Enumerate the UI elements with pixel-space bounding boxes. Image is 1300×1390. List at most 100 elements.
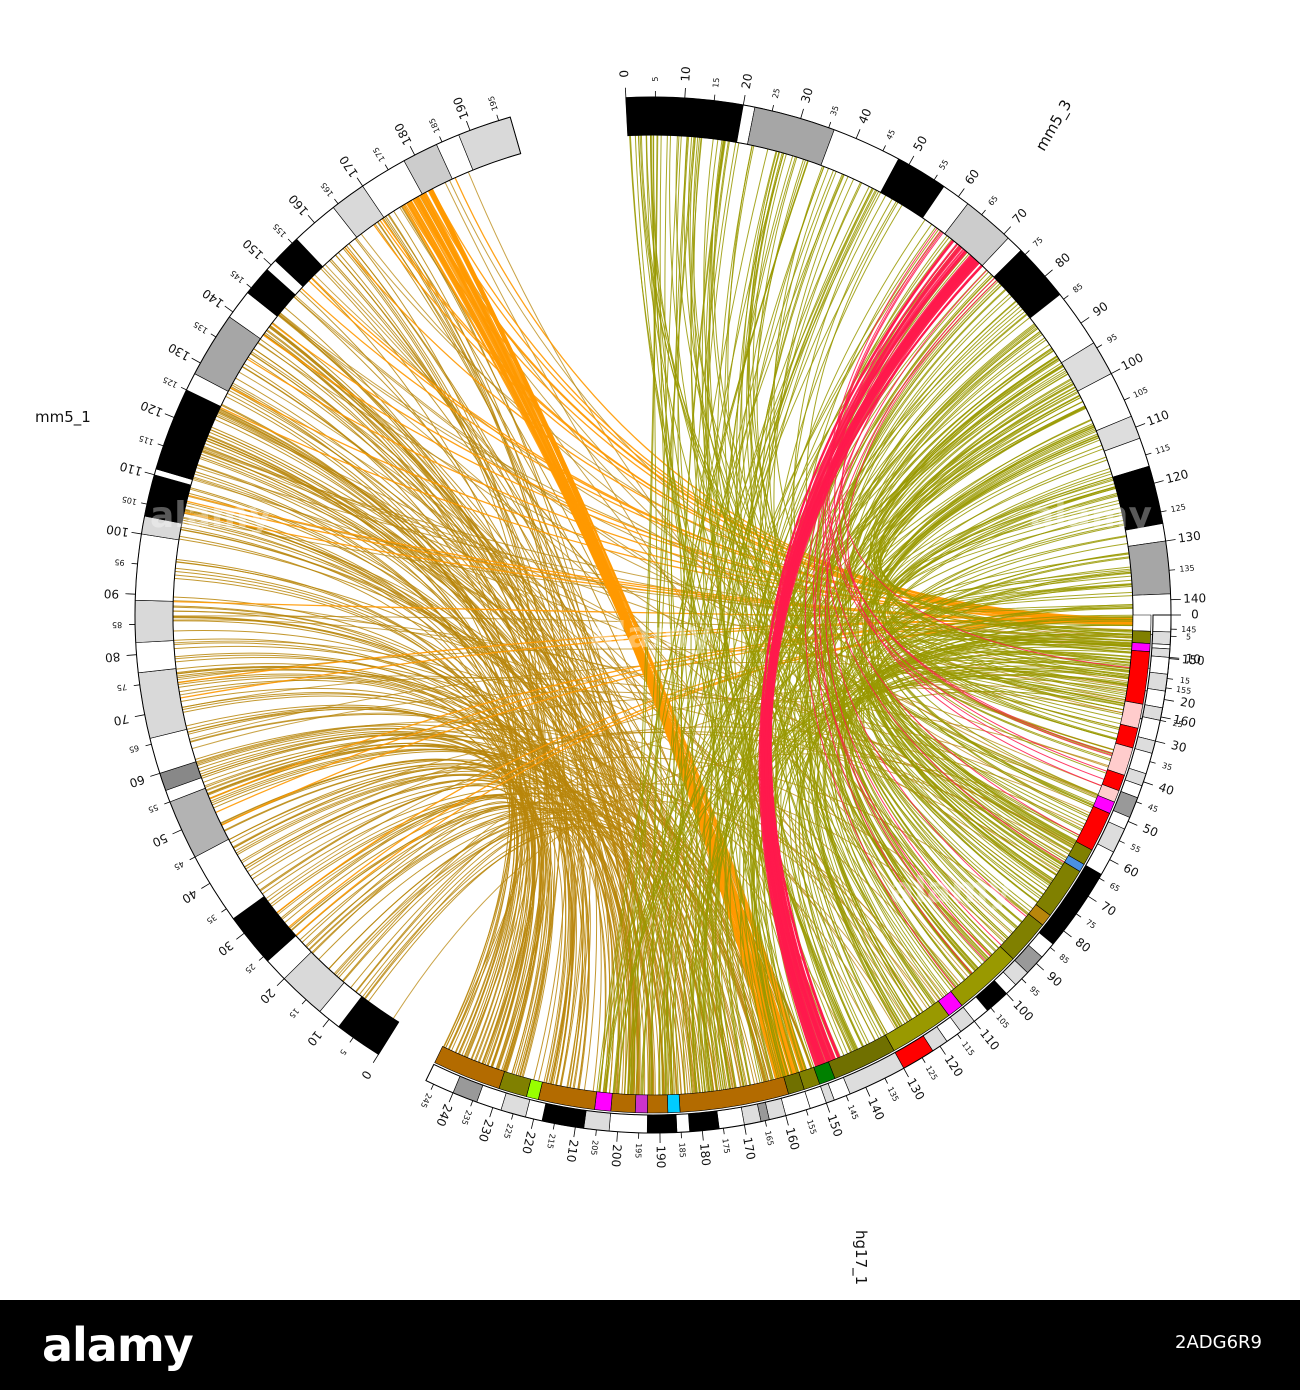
synteny-link	[819, 269, 988, 962]
tick-label: 65	[1108, 881, 1121, 894]
tick-line	[201, 882, 211, 889]
tick-line	[409, 146, 416, 156]
brand-logo: alamy	[42, 1318, 194, 1372]
tick-label: 10	[1185, 651, 1201, 666]
synteny-link	[649, 135, 822, 1065]
synteny-link	[182, 517, 513, 1051]
tick-label: 80	[1052, 250, 1073, 271]
tick-label: 55	[1129, 842, 1142, 855]
tick-line	[1155, 740, 1166, 744]
synteny-link	[342, 812, 530, 1049]
tick-line	[882, 145, 886, 151]
synteny-link	[376, 221, 769, 1082]
synteny-link	[750, 159, 935, 1005]
synteny-link	[883, 476, 1117, 741]
synteny-block	[1132, 614, 1152, 632]
tick-label: 50	[1141, 821, 1161, 840]
tick-line	[974, 1021, 981, 1030]
tick-line	[800, 108, 804, 119]
cytoband	[688, 1110, 720, 1133]
tick-label: 90	[104, 586, 120, 601]
tick-label: 195	[634, 1143, 643, 1159]
synteny-link	[284, 801, 631, 1095]
tick-line	[439, 136, 443, 143]
tick-label: 75	[1031, 235, 1045, 249]
tick-line	[1169, 657, 1180, 659]
synteny-link	[747, 237, 950, 1075]
tick-label: 35	[205, 912, 218, 925]
tick-label: 100	[105, 522, 130, 539]
synteny-link	[831, 430, 1097, 990]
synteny-link	[824, 231, 1080, 836]
synteny-link	[881, 659, 1130, 804]
synteny-link	[174, 574, 519, 1057]
tick-line	[573, 1127, 576, 1138]
tick-line	[958, 188, 965, 197]
tick-label: 20	[257, 986, 278, 1007]
synteny-block	[634, 1094, 648, 1114]
synteny-link	[664, 135, 723, 1091]
tick-line	[1024, 250, 1030, 255]
synteny-link	[281, 796, 545, 1070]
synteny-link	[196, 464, 590, 1090]
synteny-links	[173, 134, 1134, 1096]
tick-line	[1111, 368, 1121, 374]
tick-line	[1135, 423, 1146, 428]
synteny-link	[870, 523, 1125, 870]
tick-line	[1160, 510, 1167, 513]
synteny-link	[725, 239, 953, 1086]
tick-line	[131, 562, 138, 565]
synteny-link	[598, 394, 1080, 1092]
tick-line	[1124, 397, 1130, 401]
synteny-link	[749, 219, 926, 1071]
tick-label: 145	[1181, 625, 1197, 634]
tick-label: 180	[697, 1142, 713, 1166]
tick-line	[764, 1120, 767, 1127]
tick-label: 40	[856, 106, 875, 126]
cytoband	[155, 389, 222, 481]
synteny-link	[670, 182, 863, 1095]
synteny-link	[872, 382, 1113, 754]
synteny-link	[875, 396, 1119, 735]
tick-line	[771, 104, 774, 111]
tick-line	[301, 999, 307, 1005]
synteny-link	[271, 793, 784, 1078]
synteny-link	[419, 194, 795, 1075]
tick-line	[157, 443, 164, 447]
synteny-link	[887, 507, 1124, 711]
synteny-link	[871, 426, 1095, 816]
chromosome-hg17_1	[425, 614, 1172, 1134]
tick-line	[210, 333, 217, 338]
synteny-link	[756, 181, 864, 1047]
synteny-link	[641, 344, 1050, 1095]
synteny-link	[271, 322, 1133, 623]
synteny-link	[290, 803, 758, 1084]
tick-line	[595, 1129, 597, 1136]
tick-label: 5	[338, 1047, 348, 1056]
tick-line	[1063, 930, 1072, 938]
tick-label: 30	[1170, 738, 1188, 755]
tick-label: 0	[358, 1068, 374, 1082]
tick-label: 35	[1161, 761, 1173, 773]
tick-label: 175	[371, 145, 387, 163]
synteny-link	[374, 223, 673, 1095]
tick-label: 175	[720, 1138, 731, 1154]
synteny-link	[849, 337, 1051, 885]
synteny-link	[670, 136, 693, 1094]
synteny-link	[294, 294, 1102, 787]
tick-label: 85	[1057, 952, 1071, 965]
tick-label: 30	[798, 86, 816, 105]
tick-line	[511, 1113, 514, 1120]
tick-label: 80	[104, 649, 120, 664]
tick-line	[236, 932, 245, 940]
synteny-link	[807, 314, 1028, 1017]
tick-line	[145, 743, 152, 747]
synteny-link	[234, 763, 908, 1023]
synteny-link	[256, 756, 1029, 916]
synteny-link	[710, 150, 777, 1083]
tick-label: 100	[1010, 998, 1036, 1024]
synteny-link	[708, 140, 935, 1005]
synteny-link	[753, 467, 1111, 1078]
tick-label: 60	[1121, 861, 1141, 881]
synteny-block	[667, 1093, 681, 1114]
